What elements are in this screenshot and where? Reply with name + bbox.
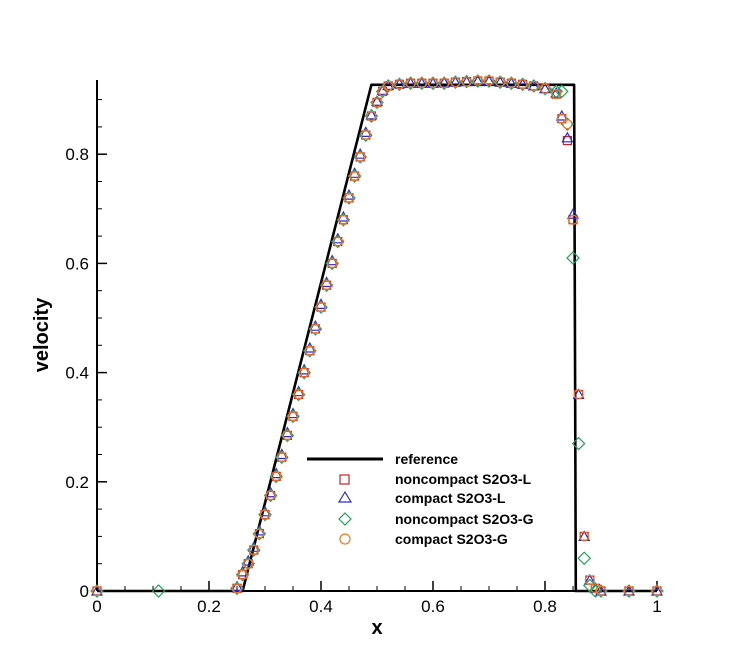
point-compact-s2o3-g <box>427 78 439 89</box>
legend-label-compact-s2o3-l: compact S2O3-L <box>395 490 506 506</box>
legend-swatch-noncompact-s2o3-g <box>338 512 352 526</box>
point-compact-s2o3-g <box>573 389 584 400</box>
point-compact-s2o3-g <box>304 345 315 356</box>
point-compact-s2o3-l <box>555 109 568 121</box>
point-compact-s2o3-g <box>579 531 590 542</box>
point-compact-s2o3-g <box>338 214 349 225</box>
point-compact-s2o3-g <box>623 585 635 597</box>
point-compact-s2o3-l <box>393 77 406 89</box>
point-compact-s2o3-l <box>438 76 451 88</box>
point-compact-s2o3-g <box>243 558 254 569</box>
point-compact-s2o3-g <box>265 490 276 501</box>
point-compact-s2o3-g <box>495 76 506 87</box>
point-compact-s2o3-l <box>230 580 244 592</box>
point-compact-s2o3-g <box>237 569 248 580</box>
point-compact-s2o3-g <box>567 214 579 225</box>
point-compact-s2o3-g <box>472 75 483 86</box>
point-compact-s2o3-g <box>91 585 103 597</box>
point-compact-s2o3-g <box>551 89 562 100</box>
point-noncompact-s2o3-g <box>571 436 586 451</box>
point-compact-s2o3-g <box>590 583 601 594</box>
x-axis-title: x <box>371 617 382 639</box>
point-compact-s2o3-g <box>355 151 366 163</box>
x-tick-label: 1 <box>652 597 661 616</box>
point-compact-s2o3-g <box>394 79 405 90</box>
point-compact-s2o3-l <box>566 208 580 219</box>
point-compact-s2o3-g <box>299 367 310 378</box>
point-compact-s2o3-g <box>539 83 551 94</box>
point-compact-s2o3-g <box>506 78 517 89</box>
point-compact-s2o3-l <box>382 79 395 91</box>
legend: reference noncompact S2O3-L compact S2O3… <box>307 451 534 547</box>
point-compact-s2o3-g <box>450 77 461 88</box>
point-compact-s2o3-g <box>383 80 394 92</box>
legend-swatch-compact-s2o3-g <box>339 533 351 545</box>
x-tick-label: 0.8 <box>533 597 557 616</box>
point-compact-s2o3-g <box>321 280 332 291</box>
x-tick-label: 0.6 <box>421 597 445 616</box>
point-compact-s2o3-g <box>315 301 327 313</box>
point-compact-s2o3-g <box>562 119 573 130</box>
point-compact-s2o3-g <box>254 528 265 539</box>
point-compact-s2o3-l <box>370 95 384 106</box>
y-tick-labels: 0 0.2 0.4 0.6 0.8 <box>65 145 89 601</box>
y-tick-label: 0.2 <box>65 473 89 492</box>
legend-label-compact-s2o3-g: compact S2O3-G <box>395 531 508 547</box>
point-compact-s2o3-g <box>483 75 495 86</box>
y-tick-label: 0.8 <box>65 145 89 164</box>
point-compact-s2o3-g <box>439 78 450 89</box>
point-compact-s2o3-g <box>405 78 416 89</box>
point-compact-s2o3-g <box>517 79 528 90</box>
series-line-reference <box>97 83 657 593</box>
point-compact-s2o3-g <box>377 86 388 97</box>
point-compact-s2o3-g <box>332 236 343 247</box>
point-compact-s2o3-g <box>528 80 539 92</box>
point-compact-s2o3-g <box>584 574 595 586</box>
point-compact-s2o3-g <box>287 411 299 422</box>
y-tick-label: 0.6 <box>65 254 89 273</box>
point-compact-s2o3-g <box>282 430 293 441</box>
y-tick-label: 0.4 <box>65 364 89 383</box>
point-compact-s2o3-l <box>365 108 378 120</box>
point-compact-s2o3-g <box>343 192 355 203</box>
point-compact-s2o3-g <box>556 113 567 124</box>
point-compact-s2o3-g <box>276 452 287 463</box>
legend-label-noncompact-s2o3-g: noncompact S2O3-G <box>395 511 534 527</box>
point-compact-s2o3-g <box>271 471 282 482</box>
y-tick-label: 0 <box>80 582 89 601</box>
ticks <box>96 99 658 592</box>
point-compact-s2o3-g <box>310 323 321 335</box>
point-noncompact-s2o3-g <box>566 251 580 265</box>
legend-label-noncompact-s2o3-l: noncompact S2O3-L <box>395 471 532 487</box>
x-tick-label: 0.4 <box>309 597 333 616</box>
x-tick-label: 0 <box>92 597 101 616</box>
point-compact-s2o3-g <box>595 585 607 597</box>
y-axis-title: velocity <box>31 297 53 372</box>
point-noncompact-s2o3-g <box>577 551 592 566</box>
axes <box>96 80 657 592</box>
point-compact-s2o3-g <box>248 544 259 556</box>
point-compact-s2o3-g <box>461 76 472 87</box>
legend-swatch-compact-s2o3-l <box>337 490 353 503</box>
point-noncompact-s2o3-g <box>549 84 564 99</box>
point-compact-s2o3-g <box>651 585 663 597</box>
point-compact-s2o3-g <box>371 97 383 108</box>
point-compact-s2o3-g <box>416 78 427 89</box>
point-compact-s2o3-g <box>349 170 360 182</box>
point-compact-s2o3-g <box>360 129 371 141</box>
point-compact-s2o3-l <box>561 131 574 143</box>
point-compact-s2o3-g <box>231 583 243 594</box>
point-noncompact-s2o3-g <box>151 584 166 598</box>
point-compact-s2o3-g <box>259 509 271 520</box>
point-compact-s2o3-g <box>293 389 304 400</box>
legend-label-reference: reference <box>395 451 458 467</box>
x-tick-label: 0.2 <box>197 597 221 616</box>
legend-swatch-noncompact-s2o3-l <box>339 474 350 485</box>
point-compact-s2o3-g <box>366 110 377 122</box>
series <box>90 74 664 598</box>
point-compact-s2o3-g <box>327 258 338 269</box>
x-tick-labels: 0 0.2 0.4 0.6 0.8 1 <box>92 597 661 616</box>
